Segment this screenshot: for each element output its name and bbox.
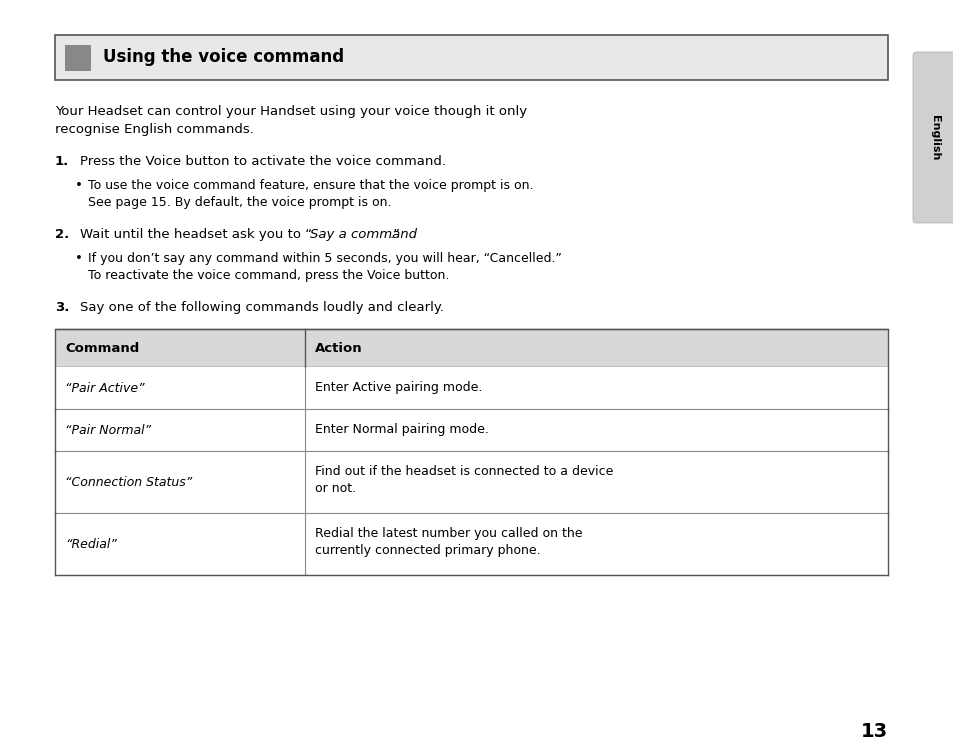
Text: 2.: 2. <box>55 228 70 241</box>
Bar <box>55 451 887 513</box>
Text: Using the voice command: Using the voice command <box>103 48 344 67</box>
Text: Enter Normal pairing mode.: Enter Normal pairing mode. <box>314 424 488 436</box>
Text: “Pair Active”: “Pair Active” <box>65 381 145 395</box>
Text: 3.: 3. <box>55 301 70 314</box>
Bar <box>55 367 887 409</box>
Text: If you don’t say any command within 5 seconds, you will hear, “Cancelled.”: If you don’t say any command within 5 se… <box>88 252 561 265</box>
Text: Command: Command <box>65 341 139 355</box>
Text: Action: Action <box>314 341 362 355</box>
Text: Find out if the headset is connected to a device: Find out if the headset is connected to … <box>314 465 613 478</box>
Bar <box>65 45 91 70</box>
Text: “Redial”: “Redial” <box>65 537 117 551</box>
Text: 13: 13 <box>860 722 887 741</box>
Text: or not.: or not. <box>314 482 355 495</box>
Text: Your Headset can control your Handset using your voice though it only: Your Headset can control your Handset us… <box>55 105 527 118</box>
Text: See page 15. By default, the voice prompt is on.: See page 15. By default, the voice promp… <box>88 196 391 209</box>
Text: recognise English commands.: recognise English commands. <box>55 123 253 136</box>
Text: “Pair Normal”: “Pair Normal” <box>65 424 151 436</box>
Text: To reactivate the voice command, press the Voice button.: To reactivate the voice command, press t… <box>88 269 449 282</box>
Text: •: • <box>75 179 83 192</box>
Text: English: English <box>929 115 939 160</box>
Text: Press the Voice button to activate the voice command.: Press the Voice button to activate the v… <box>80 155 446 168</box>
Text: “Connection Status”: “Connection Status” <box>65 476 193 488</box>
Text: •: • <box>75 252 83 265</box>
Bar <box>55 35 887 80</box>
Text: To use the voice command feature, ensure that the voice prompt is on.: To use the voice command feature, ensure… <box>88 179 533 192</box>
Text: Say a command: Say a command <box>310 228 416 241</box>
Text: Say one of the following commands loudly and clearly.: Say one of the following commands loudly… <box>80 301 443 314</box>
Text: currently connected primary phone.: currently connected primary phone. <box>314 544 540 557</box>
Bar <box>55 513 887 575</box>
FancyBboxPatch shape <box>912 52 953 223</box>
Text: 1.: 1. <box>55 155 70 168</box>
Bar <box>55 329 887 367</box>
Text: .”: .” <box>390 228 400 241</box>
Text: Wait until the headset ask you to “: Wait until the headset ask you to “ <box>80 228 312 241</box>
Text: Redial the latest number you called on the: Redial the latest number you called on t… <box>314 527 582 540</box>
Text: Enter Active pairing mode.: Enter Active pairing mode. <box>314 381 482 395</box>
Bar <box>55 409 887 451</box>
